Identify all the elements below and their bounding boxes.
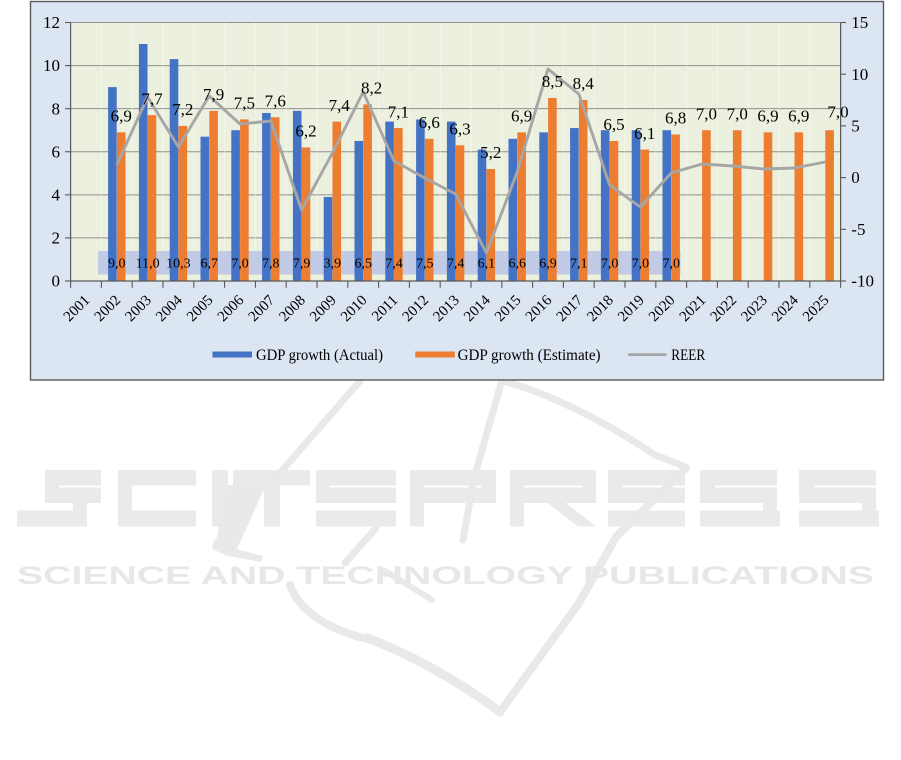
svg-text:6,9: 6,9 <box>757 107 778 126</box>
svg-text:8,5: 8,5 <box>542 72 563 91</box>
svg-text:7,0: 7,0 <box>231 257 249 272</box>
svg-text:7,1: 7,1 <box>388 102 409 121</box>
svg-text:SCIENCE AND TECHNOLOGY PUBLICA: SCIENCE AND TECHNOLOGY PUBLICATIONS <box>17 562 874 590</box>
svg-text:6,1: 6,1 <box>478 257 496 272</box>
svg-text:9,0: 9,0 <box>108 257 126 272</box>
svg-text:8,4: 8,4 <box>573 74 595 93</box>
svg-text:-5: -5 <box>851 220 865 239</box>
svg-text:5,2: 5,2 <box>480 143 501 162</box>
svg-text:7,4: 7,4 <box>329 96 351 115</box>
svg-text:2: 2 <box>52 229 61 248</box>
svg-text:7,0: 7,0 <box>696 104 717 123</box>
svg-text:7,6: 7,6 <box>265 92 286 111</box>
svg-text:6,5: 6,5 <box>603 115 624 134</box>
svg-text:6,2: 6,2 <box>295 122 316 141</box>
svg-text:0: 0 <box>52 272 61 291</box>
svg-text:8,2: 8,2 <box>361 79 382 98</box>
svg-text:6,7: 6,7 <box>200 257 218 272</box>
svg-text:15: 15 <box>851 13 868 32</box>
svg-text:6,9: 6,9 <box>111 107 132 126</box>
svg-text:7,8: 7,8 <box>262 257 280 272</box>
svg-text:7,9: 7,9 <box>293 257 311 272</box>
svg-text:6,1: 6,1 <box>634 124 655 143</box>
svg-text:7,0: 7,0 <box>827 103 848 122</box>
svg-text:6,8: 6,8 <box>665 109 686 128</box>
svg-text:7,2: 7,2 <box>172 100 193 119</box>
svg-text:7,5: 7,5 <box>234 94 255 113</box>
svg-text:3,9: 3,9 <box>324 257 342 272</box>
svg-text:6: 6 <box>52 142 61 161</box>
svg-text:10,3: 10,3 <box>166 257 191 272</box>
svg-text:10: 10 <box>851 65 868 84</box>
svg-text:12: 12 <box>43 13 60 32</box>
svg-text:REER: REER <box>671 347 705 364</box>
svg-text:7,0: 7,0 <box>601 257 619 272</box>
svg-text:7,0: 7,0 <box>727 104 748 123</box>
svg-text:11,0: 11,0 <box>136 257 160 272</box>
svg-text:5: 5 <box>851 117 860 136</box>
svg-text:8: 8 <box>52 99 61 118</box>
svg-text:7,0: 7,0 <box>632 257 650 272</box>
svg-text:6,9: 6,9 <box>788 107 809 126</box>
svg-text:-10: -10 <box>851 272 874 291</box>
svg-text:7,4: 7,4 <box>447 257 465 272</box>
svg-text:GDP growth (Estimate): GDP growth (Estimate) <box>458 347 601 364</box>
svg-text:10: 10 <box>43 56 60 75</box>
svg-text:0: 0 <box>851 168 860 187</box>
svg-text:4: 4 <box>52 185 61 204</box>
svg-text:7,4: 7,4 <box>385 257 403 272</box>
svg-text:6,6: 6,6 <box>419 113 440 132</box>
svg-text:7,7: 7,7 <box>141 89 163 108</box>
svg-text:GDP growth (Actual): GDP growth (Actual) <box>256 347 383 364</box>
svg-text:6,6: 6,6 <box>508 257 526 272</box>
svg-text:6,5: 6,5 <box>354 257 372 272</box>
svg-text:7,0: 7,0 <box>662 257 680 272</box>
svg-text:7,5: 7,5 <box>416 257 434 272</box>
svg-text:7,9: 7,9 <box>203 85 224 104</box>
svg-text:6,9: 6,9 <box>511 107 532 126</box>
svg-text:6,3: 6,3 <box>449 120 470 139</box>
svg-text:7,1: 7,1 <box>570 257 588 272</box>
svg-text:6,9: 6,9 <box>539 257 557 272</box>
